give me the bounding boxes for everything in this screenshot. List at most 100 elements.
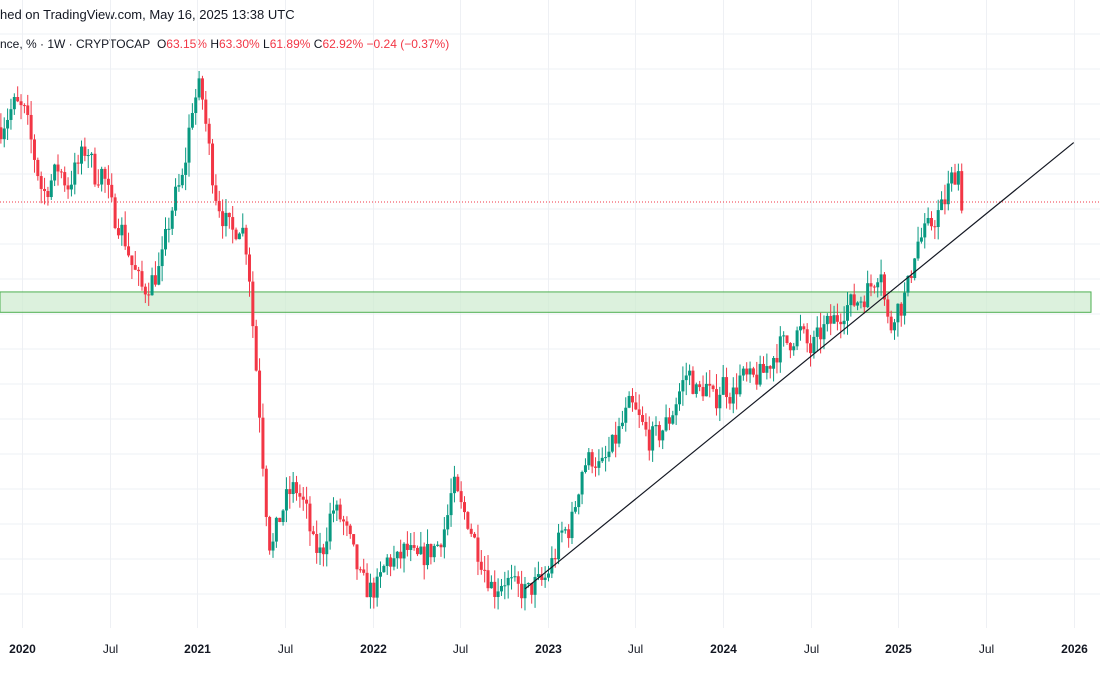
candle-body bbox=[583, 465, 587, 473]
candle-body bbox=[419, 546, 423, 555]
candle-body bbox=[953, 172, 957, 185]
candle-body bbox=[439, 544, 443, 548]
candle-body bbox=[251, 281, 255, 327]
candle-body bbox=[120, 224, 124, 236]
candle-body bbox=[513, 576, 517, 578]
candle-body bbox=[560, 530, 564, 533]
candle-body bbox=[741, 368, 745, 376]
candle-body bbox=[469, 528, 473, 534]
candle-body bbox=[674, 404, 678, 416]
candle-body bbox=[83, 146, 87, 156]
trendline bbox=[524, 142, 1075, 590]
candle-body bbox=[200, 78, 204, 100]
candle-body bbox=[520, 583, 524, 599]
candle-body bbox=[654, 424, 658, 427]
candle-body bbox=[288, 489, 292, 495]
candle-body bbox=[637, 409, 641, 416]
candle-body bbox=[822, 324, 826, 340]
candle-body bbox=[436, 544, 440, 546]
candle-body bbox=[765, 366, 769, 373]
x-tick-label: 2023 bbox=[535, 642, 562, 656]
candle-body bbox=[261, 417, 265, 469]
symbol-label: nce, % · 1W · CRYPTOCAP bbox=[0, 37, 151, 51]
candle-body bbox=[143, 286, 147, 295]
candle-body bbox=[882, 274, 886, 300]
candle-body bbox=[940, 199, 944, 211]
high-label: H bbox=[210, 37, 219, 51]
candle-body bbox=[614, 434, 618, 444]
candle-body bbox=[567, 529, 571, 539]
candle-body bbox=[375, 576, 379, 598]
candle-body bbox=[278, 517, 282, 523]
x-tick-label: Jul bbox=[804, 642, 819, 656]
candle-body bbox=[459, 491, 463, 503]
candle-body bbox=[53, 164, 57, 181]
candle-body bbox=[587, 452, 591, 466]
candle-body bbox=[903, 292, 907, 316]
candle-body bbox=[29, 114, 33, 140]
candle-body bbox=[76, 162, 80, 164]
candle-body bbox=[409, 545, 413, 550]
candle-body bbox=[748, 368, 752, 375]
candle-body bbox=[281, 510, 285, 523]
candle-body bbox=[906, 275, 910, 293]
candle-body bbox=[751, 368, 755, 375]
candle-body bbox=[728, 397, 732, 404]
candle-body bbox=[80, 146, 84, 164]
candle-body bbox=[889, 316, 893, 331]
candle-body bbox=[473, 533, 477, 538]
candle-body bbox=[0, 127, 3, 140]
candle-body bbox=[899, 303, 903, 316]
candle-body bbox=[691, 370, 695, 394]
candle-body bbox=[718, 394, 722, 409]
candle-body bbox=[845, 305, 849, 321]
candle-body bbox=[788, 343, 792, 351]
candle-body bbox=[627, 395, 631, 408]
candle-body bbox=[909, 275, 913, 279]
candle-body bbox=[113, 197, 117, 229]
candle-body bbox=[180, 174, 184, 186]
candle-body bbox=[315, 534, 319, 553]
candle-body bbox=[446, 515, 450, 530]
candle-body bbox=[247, 254, 251, 282]
candle-body bbox=[415, 547, 419, 555]
candle-body bbox=[133, 265, 137, 270]
candle-body bbox=[795, 330, 799, 347]
candle-body bbox=[701, 387, 705, 397]
candle-body bbox=[476, 537, 480, 562]
candle-body bbox=[39, 176, 43, 189]
candle-body bbox=[177, 185, 181, 187]
candle-body bbox=[207, 123, 211, 144]
candle-body bbox=[704, 383, 708, 397]
candle-body bbox=[379, 572, 383, 577]
candle-body bbox=[130, 255, 134, 266]
candle-body bbox=[896, 303, 900, 323]
candle-body bbox=[271, 541, 275, 551]
candle-body bbox=[432, 545, 436, 558]
x-tick-label: 2022 bbox=[360, 642, 387, 656]
candle-body bbox=[775, 357, 779, 363]
candle-body bbox=[721, 377, 725, 395]
candle-body bbox=[557, 532, 561, 560]
x-tick-label: Jul bbox=[628, 642, 643, 656]
candle-body bbox=[325, 541, 329, 555]
candle-body bbox=[778, 336, 782, 363]
candle-body bbox=[160, 249, 164, 267]
candle-body bbox=[32, 139, 36, 160]
candle-body bbox=[523, 584, 527, 599]
candle-body bbox=[819, 327, 823, 340]
candle-body bbox=[859, 301, 863, 303]
candle-body bbox=[463, 502, 467, 513]
support-zone bbox=[0, 291, 1092, 313]
candle-body bbox=[829, 315, 833, 324]
candle-body bbox=[604, 457, 608, 459]
candle-body bbox=[879, 274, 883, 283]
low-value: 61.89% bbox=[269, 37, 311, 51]
candle-body bbox=[385, 557, 389, 567]
x-tick-label: Jul bbox=[278, 642, 293, 656]
candle-body bbox=[661, 430, 665, 441]
candle-body bbox=[358, 569, 362, 571]
x-tick-label: Jul bbox=[453, 642, 468, 656]
candle-body bbox=[291, 482, 295, 495]
